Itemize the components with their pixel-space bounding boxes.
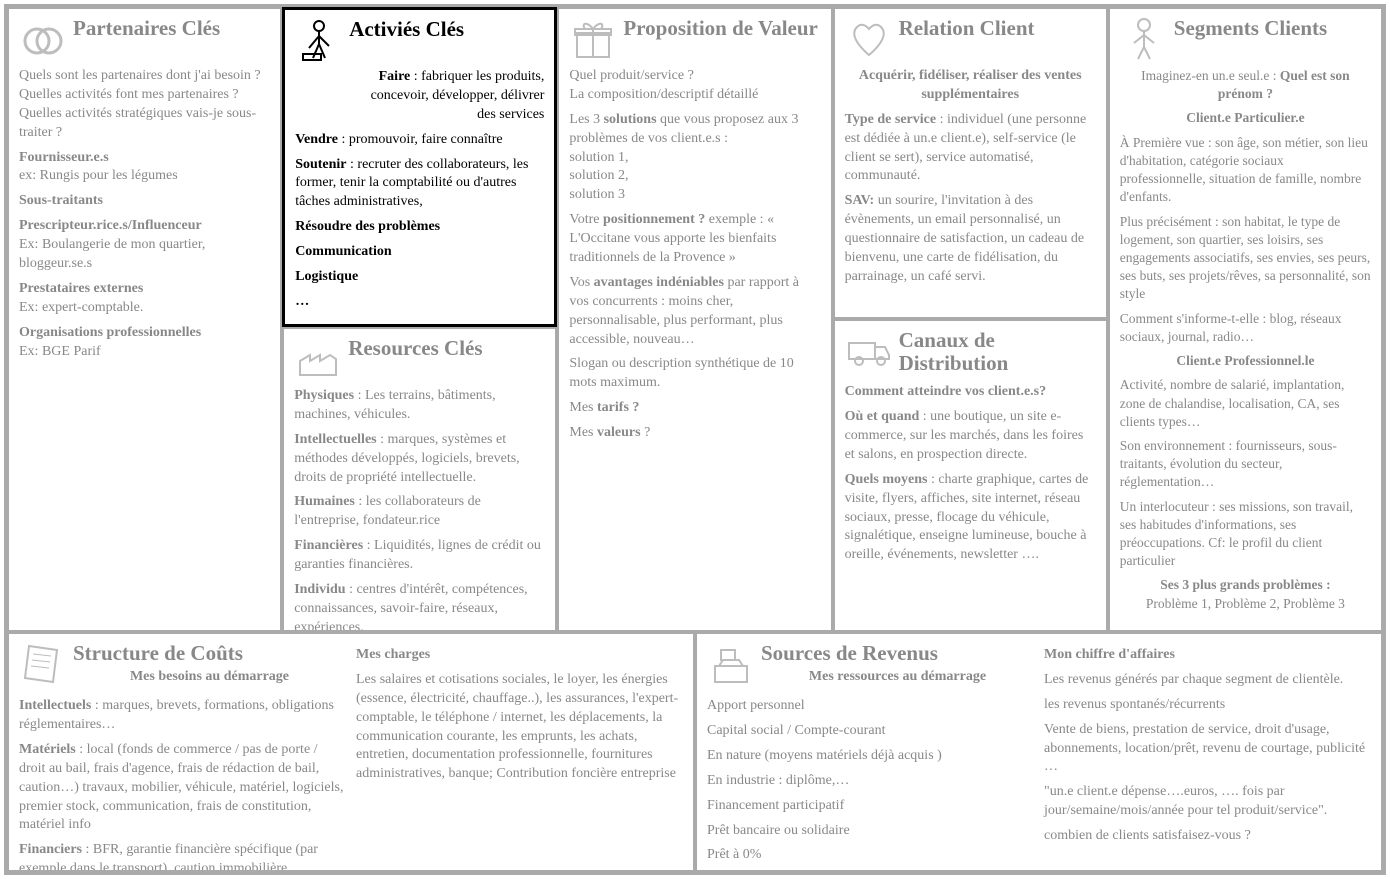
resources-cell: Resources Clés Physiques : Les terrains,…	[282, 327, 557, 632]
relation-channels-column: Relation Client Acquérir, fidéliser, réa…	[833, 7, 1108, 632]
revenue-cell: Sources de Revenus Mes ressources au dém…	[695, 632, 1383, 872]
business-model-canvas: Partenaires Clés Quels sont les partenai…	[4, 4, 1386, 875]
value-title: Proposition de Valeur	[623, 17, 817, 40]
partners-cell: Partenaires Clés Quels sont les partenai…	[7, 7, 282, 632]
costs-title: Structure de Coûts	[73, 642, 346, 665]
relation-title: Relation Client	[899, 17, 1035, 40]
revenue-title: Sources de Revenus	[761, 642, 1034, 665]
resources-title: Resources Clés	[348, 337, 482, 360]
costs-cell: Structure de Coûts Mes besoins au démarr…	[7, 632, 695, 872]
person-icon	[1120, 15, 1168, 63]
segments-cell: Segments Clients Imaginez-en un.e seul.e…	[1108, 7, 1383, 632]
heart-icon	[845, 15, 893, 63]
channels-cell: Canaux de Distribution Comment atteindre…	[833, 319, 1108, 632]
cash-register-icon	[707, 640, 755, 688]
value-cell: Proposition de Valeur Quel produit/servi…	[557, 7, 832, 632]
segments-title: Segments Clients	[1174, 17, 1327, 40]
worker-icon	[295, 16, 343, 64]
rings-icon	[19, 15, 67, 63]
partners-intro: Quels sont les partenaires dont j'ai bes…	[19, 67, 270, 143]
partners-title: Partenaires Clés	[73, 17, 220, 40]
relation-cell: Relation Client Acquérir, fidéliser, réa…	[833, 7, 1108, 319]
gift-icon	[569, 15, 617, 63]
activities-resources-column: Activiés Clés Faire : fabriquer les prod…	[282, 7, 557, 632]
activities-title: Activiés Clés	[349, 18, 464, 41]
activities-cell: Activiés Clés Faire : fabriquer les prod…	[282, 7, 557, 327]
channels-title: Canaux de Distribution	[899, 329, 1096, 375]
factory-icon	[294, 335, 342, 383]
receipt-icon	[19, 640, 67, 688]
truck-icon	[845, 327, 893, 375]
